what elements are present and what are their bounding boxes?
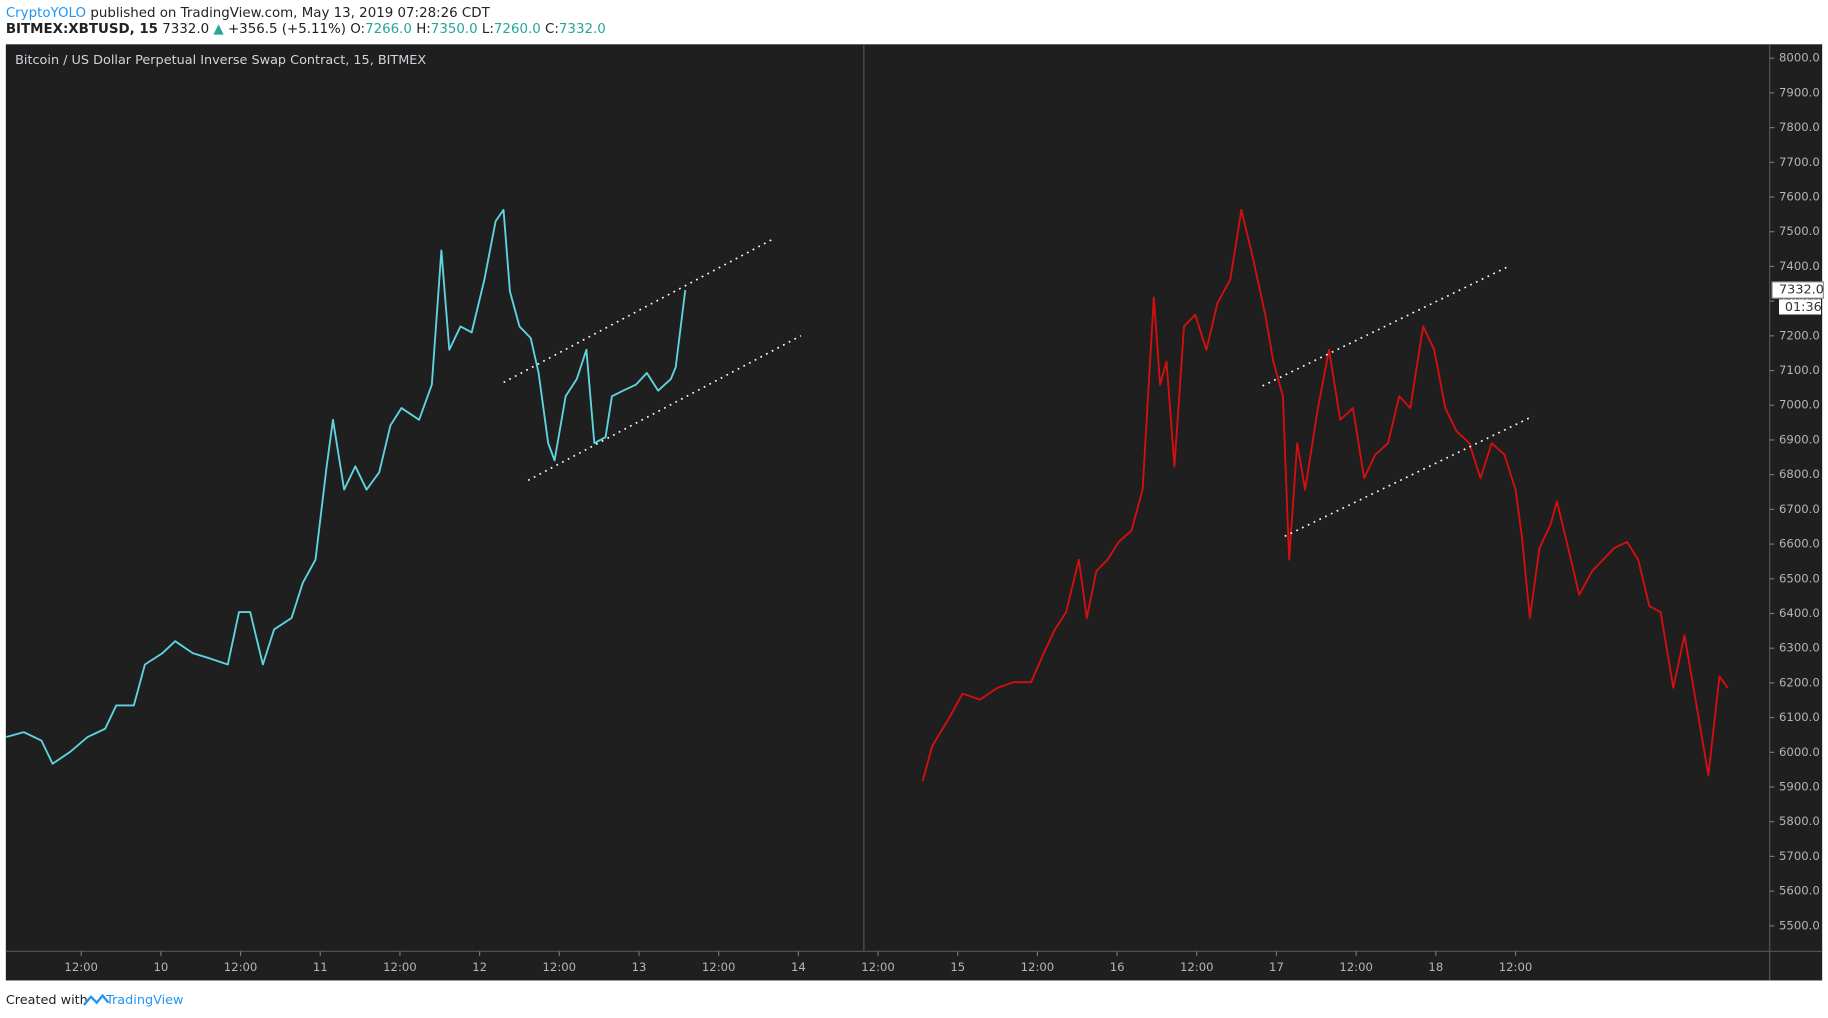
close-label: C: [545,22,559,37]
arrow: ▲ [213,22,224,37]
x-tick-label: 14 [791,960,806,974]
x-tick-label: 12:00 [861,960,895,974]
y-tick-label: 6800.0 [1779,467,1820,481]
price: 7332.0 [162,22,209,37]
author[interactable]: CryptoYOLO [6,6,86,21]
x-tick-label: 12:00 [383,960,417,974]
y-tick-label: 8000.0 [1779,51,1820,65]
x-tick-label: 16 [1110,960,1125,974]
y-tick-label: 6100.0 [1779,710,1820,724]
x-tick-label: 12:00 [1021,960,1055,974]
x-tick-label: 12:00 [702,960,736,974]
chart-title: Bitcoin / US Dollar Perpetual Inverse Sw… [15,53,426,68]
quote-line: BITMEX:XBTUSD, 15 7332.0 ▲ +356.5 (+5.11… [6,22,606,37]
footer-created: Created with [6,993,88,1008]
price-line [921,208,1729,782]
y-tick-label: 5800.0 [1779,814,1820,828]
x-tick-label: 15 [950,960,965,974]
close: 7332.0 [559,22,606,37]
y-tick-label: 7000.0 [1779,398,1820,412]
trend-line [1284,415,1534,538]
x-tick-label: 12:00 [1180,960,1214,974]
y-tick-label: 6600.0 [1779,537,1820,551]
x-tick-label: 13 [632,960,647,974]
x-tick-label: 11 [313,960,328,974]
open: 7266.0 [365,22,412,37]
x-tick-label: 12 [472,960,487,974]
symbol: BITMEX:XBTUSD, 15 [6,22,158,37]
y-tick-label: 6000.0 [1779,745,1820,759]
x-tick-label: 12:00 [64,960,98,974]
brand-logo [83,993,110,1006]
y-tick-label: 7700.0 [1779,155,1820,169]
low-label: L: [482,22,494,37]
y-tick-label: 6400.0 [1779,606,1820,620]
y-tick-label: 7500.0 [1779,224,1820,238]
y-tick-label: 6700.0 [1779,502,1820,516]
high: 7350.0 [431,22,478,37]
countdown-tag [1779,299,1822,315]
x-tick-label: 17 [1269,960,1284,974]
y-tick-label: 6200.0 [1779,675,1820,689]
last-price-label: 7332.0 [1779,283,1824,298]
plot [6,208,1729,782]
y-tick-label: 7100.0 [1779,363,1820,377]
chart-panel [5,44,1823,981]
high-label: H: [416,22,431,37]
publish-line: CryptoYOLO published on TradingView.com,… [6,6,491,21]
y-tick-label: 5600.0 [1779,884,1820,898]
y-tick-label: 5700.0 [1779,849,1820,863]
x-tick-label: 18 [1428,960,1443,974]
y-tick-label: 7800.0 [1779,120,1820,134]
y-tick-label: 5500.0 [1779,918,1820,932]
y-tick-label: 7600.0 [1779,190,1820,204]
y-tick-label: 6500.0 [1779,571,1820,585]
y-tick-label: 6300.0 [1779,641,1820,655]
countdown: 01:36 [1785,300,1822,315]
y-tick-label: 5900.0 [1779,780,1820,794]
x-tick-label: 12:00 [543,960,577,974]
trend-line [1262,265,1511,387]
open-label: O: [350,22,365,37]
change: +356.5 (+5.11%) [228,22,346,37]
y-tick-label: 7400.0 [1779,259,1820,273]
price-line [6,208,687,765]
trend-line [527,335,802,482]
y-tick-label: 7200.0 [1779,328,1820,342]
footer-brand[interactable]: TradingView [105,993,183,1008]
low: 7260.0 [494,22,541,37]
y-tick-label: 7900.0 [1779,85,1820,99]
y-tick-label: 6900.0 [1779,432,1820,446]
x-tick-label: 12:00 [224,960,258,974]
x-tick-label: 12:00 [1499,960,1533,974]
published: published on TradingView.com, May 13, 20… [90,6,490,21]
last-price-tag [1771,281,1824,299]
trend-lines [503,237,1534,538]
x-tick-label: 10 [153,960,168,974]
x-tick-label: 12:00 [1339,960,1373,974]
